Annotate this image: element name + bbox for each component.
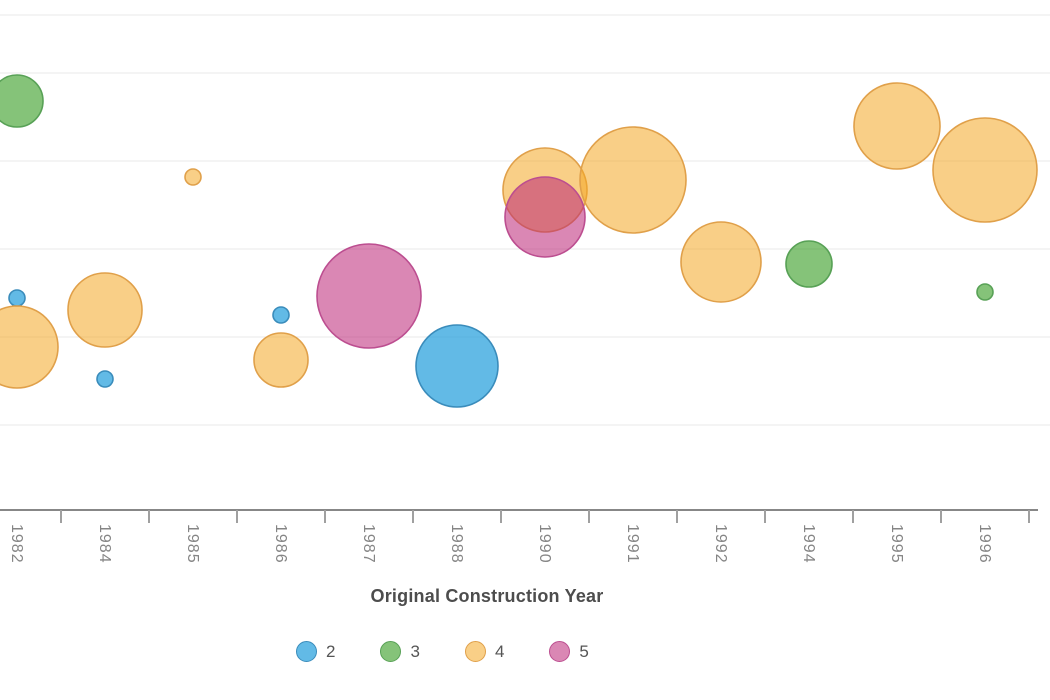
bubble[interactable] xyxy=(932,117,1038,223)
bubble[interactable] xyxy=(415,324,499,408)
bubbles xyxy=(0,74,1038,408)
legend-item-5[interactable]: 5 xyxy=(549,641,589,662)
x-tick-label: 1982 xyxy=(8,524,25,564)
legend-label: 5 xyxy=(579,641,589,661)
x-tick-label: 1992 xyxy=(712,524,729,564)
series-5 xyxy=(316,176,586,349)
bubble[interactable] xyxy=(316,243,422,349)
bubble[interactable] xyxy=(253,332,309,388)
x-tick-label: 1986 xyxy=(272,524,289,564)
x-tick-label: 1990 xyxy=(536,524,553,564)
series-4 xyxy=(0,82,1038,389)
bubble[interactable] xyxy=(976,283,994,301)
bubble[interactable] xyxy=(67,272,143,348)
bubble[interactable] xyxy=(0,305,59,389)
x-tick-label: 1995 xyxy=(888,524,905,564)
x-tick-label: 1991 xyxy=(624,524,641,564)
x-axis-labels: 1982 1984 1985 1986 1987 1988 1990 1991 1992 1994… xyxy=(8,524,993,564)
legend: 2 3 4 5 xyxy=(296,641,589,662)
bubble[interactable] xyxy=(579,126,687,234)
series-2 xyxy=(8,289,499,408)
bubble[interactable] xyxy=(96,370,114,388)
legend-item-2[interactable]: 2 xyxy=(296,641,335,662)
x-axis-title: Original Construction Year xyxy=(370,586,604,606)
legend-swatch-icon xyxy=(549,641,571,662)
bubble[interactable] xyxy=(504,176,586,258)
bubble[interactable] xyxy=(785,240,833,288)
legend-label: 2 xyxy=(326,641,336,661)
x-tick-label: 1988 xyxy=(448,524,465,564)
legend-swatch-icon xyxy=(380,641,402,662)
bubble[interactable] xyxy=(184,168,202,186)
bubble[interactable] xyxy=(680,221,762,303)
x-tick-label: 1985 xyxy=(184,524,201,564)
legend-label: 4 xyxy=(494,641,505,661)
legend-swatch-icon xyxy=(296,641,317,662)
bubble[interactable] xyxy=(0,74,44,128)
series-3 xyxy=(0,74,994,301)
x-tick-label: 1984 xyxy=(96,524,113,564)
x-tick-label: 1994 xyxy=(800,524,817,564)
legend-item-3[interactable]: 3 xyxy=(380,641,420,662)
legend-item-4[interactable]: 4 xyxy=(464,641,505,662)
x-axis-ticks xyxy=(60,510,1030,523)
bubble[interactable] xyxy=(272,306,290,324)
bubble[interactable] xyxy=(853,82,941,170)
x-tick-label: 1987 xyxy=(360,524,377,564)
legend-label: 3 xyxy=(410,641,420,661)
x-tick-label: 1996 xyxy=(976,524,993,564)
legend-swatch-icon xyxy=(464,641,486,662)
bubble[interactable] xyxy=(8,289,26,307)
